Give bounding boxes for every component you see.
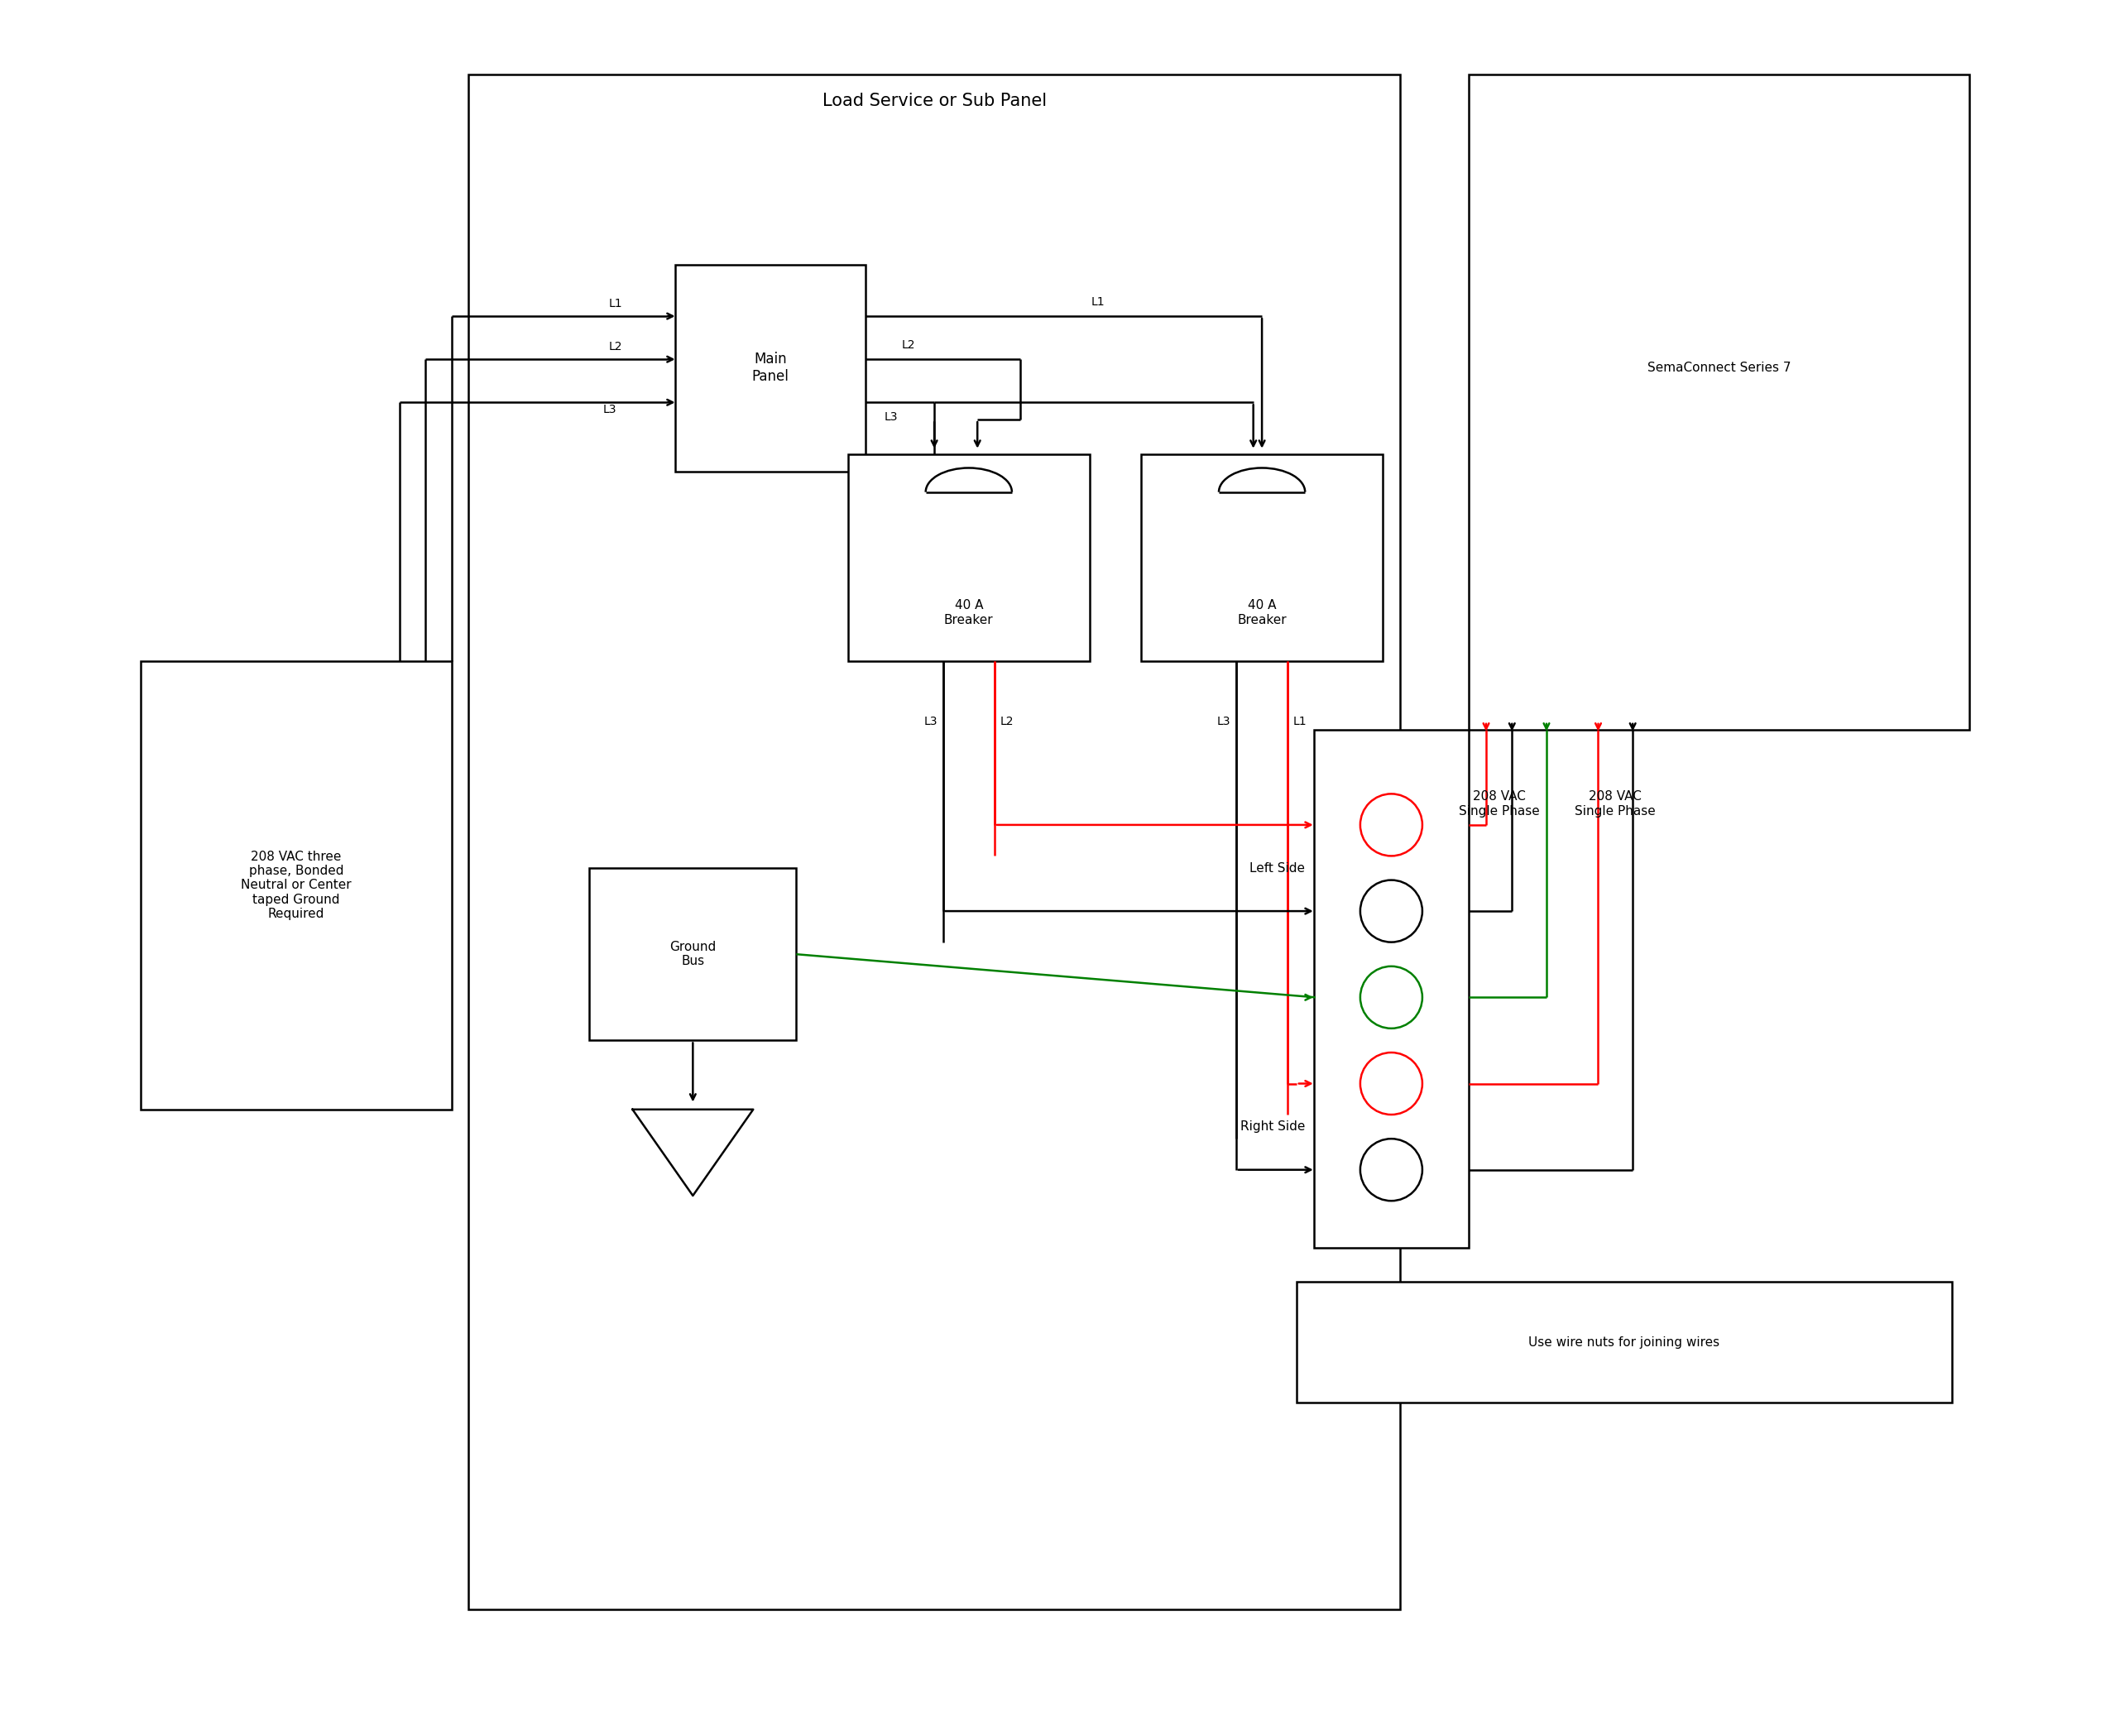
Bar: [675, 264, 865, 472]
Text: L2: L2: [608, 340, 622, 352]
Text: L3: L3: [924, 715, 937, 727]
Text: 208 VAC
Single Phase: 208 VAC Single Phase: [1574, 790, 1656, 818]
Text: Load Service or Sub Panel: Load Service or Sub Panel: [823, 92, 1047, 109]
Bar: [468, 75, 1399, 1609]
Text: Use wire nuts for joining wires: Use wire nuts for joining wires: [1528, 1337, 1720, 1349]
Text: 208 VAC three
phase, Bonded
Neutral or Center
taped Ground
Required: 208 VAC three phase, Bonded Neutral or C…: [241, 851, 352, 920]
Text: 40 A
Breaker: 40 A Breaker: [1236, 599, 1287, 627]
Text: Main
Panel: Main Panel: [751, 352, 789, 384]
Bar: [1469, 75, 1969, 731]
Text: L3: L3: [884, 411, 899, 422]
Bar: [589, 868, 795, 1040]
Text: 40 A
Breaker: 40 A Breaker: [943, 599, 994, 627]
Text: L3: L3: [1217, 715, 1230, 727]
Text: L1: L1: [1091, 295, 1106, 307]
Bar: [141, 661, 452, 1109]
Text: Left Side: Left Side: [1249, 861, 1306, 875]
Bar: [1142, 455, 1382, 661]
Text: 208 VAC
Single Phase: 208 VAC Single Phase: [1458, 790, 1540, 818]
Text: L3: L3: [603, 404, 616, 415]
Text: L2: L2: [901, 339, 916, 351]
Text: L2: L2: [1000, 715, 1013, 727]
Text: L1: L1: [1293, 715, 1306, 727]
Text: L1: L1: [608, 297, 622, 309]
Bar: [1296, 1281, 1952, 1403]
Text: SemaConnect Series 7: SemaConnect Series 7: [1648, 361, 1791, 373]
Text: Right Side: Right Side: [1241, 1120, 1306, 1134]
Text: Ground
Bus: Ground Bus: [669, 941, 715, 967]
Bar: [848, 455, 1089, 661]
Bar: [1315, 731, 1469, 1248]
